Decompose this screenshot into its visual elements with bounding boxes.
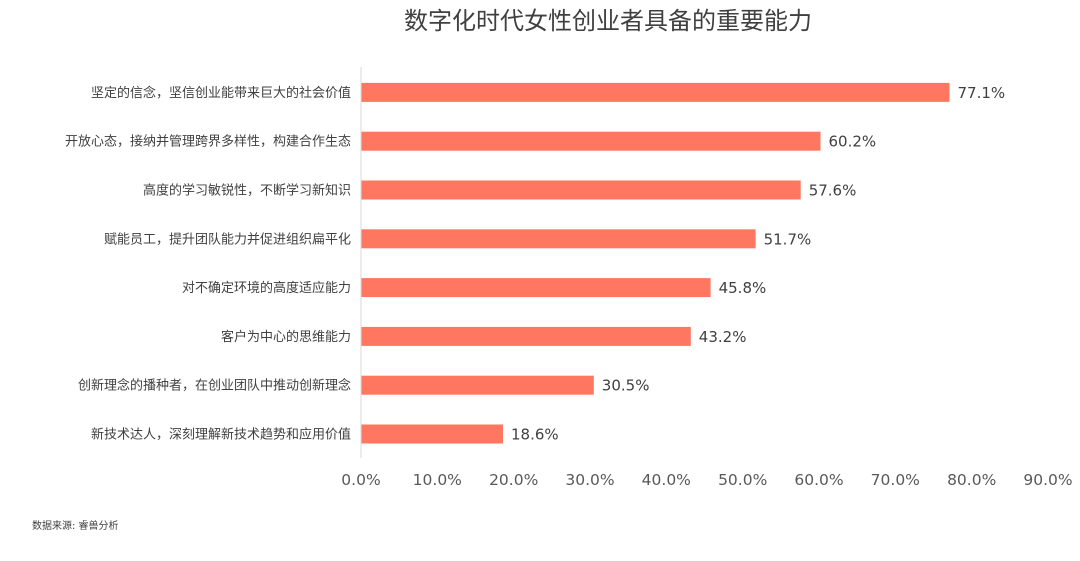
value-label: 57.6% <box>809 182 857 200</box>
category-label: 新技术达人，深刻理解新技术趋势和应用价值 <box>91 427 351 443</box>
bar <box>361 229 756 249</box>
bar <box>361 326 691 346</box>
value-label: 77.1% <box>958 84 1006 102</box>
x-tick-labels-group: 0.0% 10.0% 20.0% 30.0% 40.0% 50.0% 60.0% 70.0% 8… <box>341 471 1072 489</box>
category-label: 创新理念的播种者，在创业团队中推动创新理念 <box>78 378 351 394</box>
x-tick-label: 20.0% <box>489 471 538 489</box>
x-tick-label: 90.0% <box>1023 471 1072 489</box>
bar <box>361 278 711 298</box>
x-tick-label: 80.0% <box>947 471 996 489</box>
value-label: 60.2% <box>829 133 877 151</box>
category-label: 赋能员工，提升团队能力并促进组织扁平化 <box>104 231 351 247</box>
x-tick-label: 40.0% <box>642 471 691 489</box>
category-labels-group: 坚定的信念，坚信创业能带来巨大的社会价值开放心态，接纳并管理跨界多样性，构建合作… <box>65 85 351 443</box>
value-label: 45.8% <box>719 279 767 297</box>
bar <box>361 424 503 444</box>
category-label: 坚定的信念，坚信创业能带来巨大的社会价值 <box>91 85 351 101</box>
x-tick-label: 10.0% <box>413 471 462 489</box>
x-tick-label: 60.0% <box>794 471 843 489</box>
bar <box>361 375 594 395</box>
value-label: 43.2% <box>699 328 747 346</box>
value-label: 51.7% <box>764 230 812 248</box>
bar <box>361 82 950 102</box>
bar <box>361 131 821 151</box>
x-tick-label: 30.0% <box>565 471 614 489</box>
bar <box>361 180 801 200</box>
category-label: 高度的学习敏锐性，不断学习新知识 <box>143 183 351 199</box>
category-label: 开放心态，接纳并管理跨界多样性，构建合作生态 <box>65 134 351 150</box>
value-label: 18.6% <box>511 426 559 444</box>
value-labels-group: 77.1% 60.2% 57.6% 51.7% 45.8% 43.2% 30.5% 18.6% <box>511 84 1005 444</box>
source-note: 数据来源: 睿兽分析 <box>32 519 119 532</box>
bars-group <box>361 82 950 444</box>
category-label: 对不确定环境的高度适应能力 <box>182 280 351 296</box>
category-label: 客户为中心的思维能力 <box>221 329 351 345</box>
x-tick-label: 0.0% <box>341 471 380 489</box>
x-tick-label: 50.0% <box>718 471 767 489</box>
x-tick-label: 70.0% <box>871 471 920 489</box>
chart-title: 数字化时代女性创业者具备的重要能力 <box>404 7 812 35</box>
value-label: 30.5% <box>602 377 650 395</box>
